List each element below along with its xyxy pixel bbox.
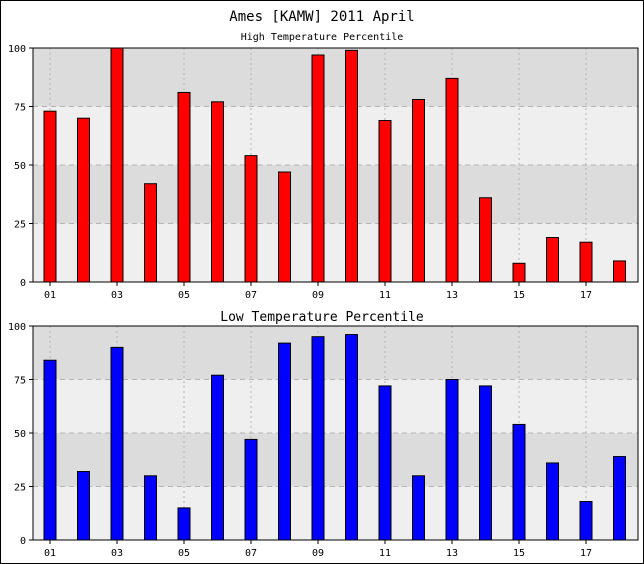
bar-day-05 xyxy=(177,91,191,283)
bar-day-18 xyxy=(613,456,626,541)
bar-day-08 xyxy=(278,342,291,541)
bar-day-05 xyxy=(177,507,191,541)
bar-day-04 xyxy=(144,475,157,541)
x-tick-label: 03 xyxy=(111,548,123,559)
bar-day-15 xyxy=(512,262,526,283)
bar-day-06 xyxy=(211,101,224,283)
bar-day-04 xyxy=(144,183,157,283)
bar-day-17 xyxy=(579,500,593,541)
x-tick-label: 11 xyxy=(379,548,391,559)
x-tick-label: 01 xyxy=(44,548,56,559)
x-tick-label: 15 xyxy=(513,290,525,301)
bar-day-11 xyxy=(378,385,392,541)
plot-band xyxy=(33,326,638,380)
plot-band xyxy=(33,433,638,487)
panel-low-temperature: 0 25 50 75 100 01 03 05 07 09 11 13 15 17 xyxy=(8,322,639,559)
plot-band xyxy=(33,48,638,107)
y-tick-label: 0 xyxy=(20,278,26,289)
bar-day-02 xyxy=(77,471,90,541)
bar-day-13 xyxy=(445,379,459,541)
y-tick-label: 50 xyxy=(14,161,26,172)
bar-day-02 xyxy=(77,117,90,283)
x-tick-label: 11 xyxy=(379,290,391,301)
bar-day-03 xyxy=(110,47,124,283)
bar-day-14 xyxy=(479,197,492,283)
x-tick-label: 05 xyxy=(178,290,190,301)
x-tick-label: 13 xyxy=(446,548,458,559)
x-tick-label: 05 xyxy=(178,548,190,559)
bar-day-13 xyxy=(445,77,459,283)
bar-day-09 xyxy=(311,54,325,283)
bar-day-03 xyxy=(110,346,124,541)
bar-day-08 xyxy=(278,171,291,283)
x-tick-label: 17 xyxy=(580,548,592,559)
bar-day-12 xyxy=(412,475,425,541)
bar-day-17 xyxy=(579,241,593,283)
x-tick-label: 09 xyxy=(312,290,324,301)
x-tick-label: 07 xyxy=(245,548,257,559)
bar-day-16 xyxy=(546,237,559,283)
bar-day-09 xyxy=(311,336,325,541)
panel-1-subtitle: High Temperature Percentile xyxy=(241,32,404,43)
x-tick-label: 15 xyxy=(513,548,525,559)
bar-day-07 xyxy=(244,155,258,283)
bar-day-11 xyxy=(378,120,392,283)
y-tick-label: 75 xyxy=(14,376,26,387)
bar-day-01 xyxy=(43,359,57,541)
panel-high-temperature: 0 25 50 75 100 01 03 05 07 09 11 13 15 17 xyxy=(8,44,639,301)
y-tick-label: 50 xyxy=(14,429,26,440)
bar-day-06 xyxy=(211,374,224,541)
y-tick-label: 25 xyxy=(14,483,26,494)
x-tick-label: 01 xyxy=(44,290,56,301)
bar-day-10 xyxy=(345,334,358,541)
y-tick-label: 0 xyxy=(20,536,26,547)
x-tick-label: 09 xyxy=(312,548,324,559)
bar-day-16 xyxy=(546,462,559,541)
plot-band xyxy=(33,165,638,224)
y-tick-label: 100 xyxy=(8,322,26,333)
bar-day-10 xyxy=(345,49,358,283)
plot-band xyxy=(33,379,638,433)
plot-band xyxy=(33,223,638,282)
y-tick-label: 25 xyxy=(14,220,26,231)
x-tick-label: 17 xyxy=(580,290,592,301)
bar-day-07 xyxy=(244,438,258,541)
bar-day-14 xyxy=(479,385,492,541)
plot-band xyxy=(33,106,638,165)
x-tick-label: 13 xyxy=(446,290,458,301)
panel-2-subtitle: Low Temperature Percentile xyxy=(220,310,424,325)
y-tick-label: 100 xyxy=(8,44,26,55)
chart-title: Ames [KAMW] 2011 April xyxy=(229,9,414,25)
x-tick-label: 07 xyxy=(245,290,257,301)
y-tick-label: 75 xyxy=(14,103,26,114)
x-tick-label: 03 xyxy=(111,290,123,301)
bar-day-01 xyxy=(43,110,57,283)
bar-day-12 xyxy=(412,98,425,283)
bar-day-18 xyxy=(613,260,626,283)
bar-day-15 xyxy=(512,423,526,541)
plot-band xyxy=(33,486,638,540)
